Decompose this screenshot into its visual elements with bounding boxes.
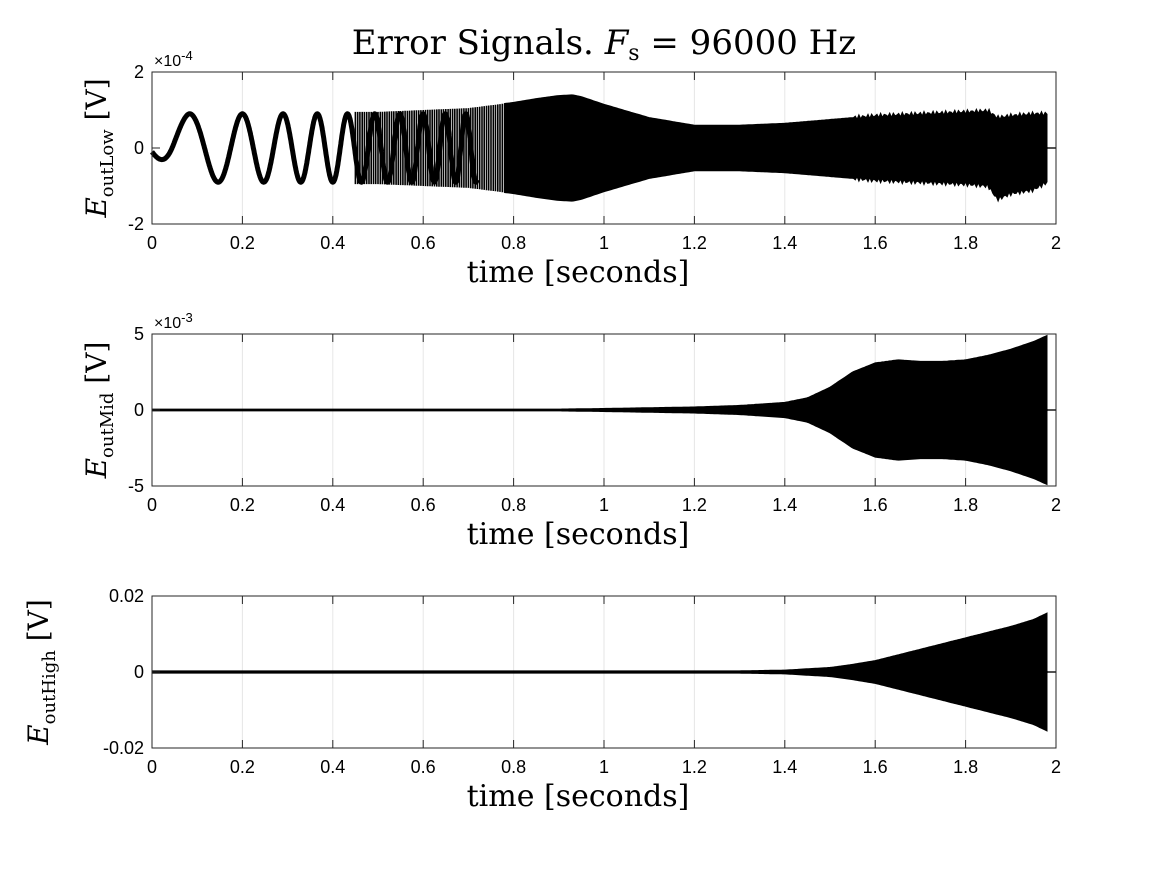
y-tick-label: 0.02 (109, 586, 144, 606)
x-axis-label: time [seconds] (467, 255, 690, 290)
x-tick-label: 1.8 (953, 495, 978, 515)
x-tick-label: 2 (1051, 757, 1061, 777)
x-tick-label: 1.2 (682, 495, 707, 515)
x-tick-label: 1.8 (953, 233, 978, 253)
x-tick-label: 1.2 (682, 757, 707, 777)
x-tick-label: 1.4 (772, 757, 797, 777)
x-tick-label: 0.8 (501, 495, 526, 515)
y-axis-label: EoutLow [V] (80, 78, 118, 218)
x-tick-label: 1 (599, 757, 609, 777)
x-tick-label: 1 (599, 495, 609, 515)
x-tick-label: 0.2 (230, 495, 255, 515)
figure-title-var: F (604, 23, 630, 63)
x-tick-label: 0 (147, 233, 157, 253)
dense-oscillation (354, 101, 522, 195)
x-tick-label: 1.8 (953, 757, 978, 777)
x-tick-label: 1.4 (772, 495, 797, 515)
y-axis-label: EoutMid [V] (80, 342, 118, 480)
y-tick-label: -5 (128, 476, 144, 496)
series-trace (149, 94, 1056, 203)
x-tick-label: 0.2 (230, 233, 255, 253)
x-axis-label: time [seconds] (467, 779, 690, 814)
figure-title: Error Signals. Fs = 96000 Hz (352, 23, 856, 66)
y-axis-label: EoutHigh [V] (22, 599, 60, 746)
x-axis-label: time [seconds] (467, 517, 690, 552)
x-tick-label: 2 (1051, 233, 1061, 253)
figure-title-rest: = 96000 Hz (640, 23, 857, 63)
x-tick-label: 1.6 (863, 233, 888, 253)
x-tick-label: 1.2 (682, 233, 707, 253)
y-tick-label: 2 (134, 62, 144, 82)
x-tick-label: 2 (1051, 495, 1061, 515)
x-tick-label: 0.4 (320, 757, 345, 777)
x-tick-label: 0.8 (501, 757, 526, 777)
x-tick-label: 1 (599, 233, 609, 253)
y-tick-label: 5 (134, 324, 144, 344)
y-tick-label: 0 (134, 662, 144, 682)
x-tick-label: 0.6 (411, 495, 436, 515)
subplot-3: 0 0.2 0.4 0.6 0.8 1 1.2 1.4 1.6 1.8 2-0.0200.02tim… (22, 586, 1061, 814)
y-exponent-label: ×10-4 (154, 48, 193, 70)
x-tick-label: 0.2 (230, 757, 255, 777)
x-tick-label: 0.6 (411, 233, 436, 253)
x-tick-label: 0.4 (320, 495, 345, 515)
y-exponent-label: ×10-3 (154, 310, 193, 332)
y-tick-label: -0.02 (103, 738, 144, 758)
x-tick-label: 0.4 (320, 233, 345, 253)
x-tick-label: 1.6 (863, 495, 888, 515)
x-tick-label: 0.8 (501, 233, 526, 253)
x-tick-label: 1.4 (772, 233, 797, 253)
subplots: 0 0.2 0.4 0.6 0.8 1 1.2 1.4 1.6 1.8 2-202×10-4time… (22, 48, 1061, 814)
subplot-2: 0 0.2 0.4 0.6 0.8 1 1.2 1.4 1.6 1.8 2-505×10-3time… (80, 310, 1061, 552)
y-tick-label: 0 (134, 138, 144, 158)
y-tick-label: 0 (134, 400, 144, 420)
x-tick-label: 1.6 (863, 757, 888, 777)
x-tick-label: 0.6 (411, 757, 436, 777)
y-tick-label: -2 (128, 214, 144, 234)
subplot-1: 0 0.2 0.4 0.6 0.8 1 1.2 1.4 1.6 1.8 2-202×10-4time… (80, 48, 1061, 290)
figure-title-main: Error Signals. (352, 23, 605, 63)
figure-title-sub: s (628, 41, 639, 66)
x-tick-label: 0 (147, 495, 157, 515)
signal-envelope (504, 94, 1048, 203)
x-tick-label: 0 (147, 757, 157, 777)
